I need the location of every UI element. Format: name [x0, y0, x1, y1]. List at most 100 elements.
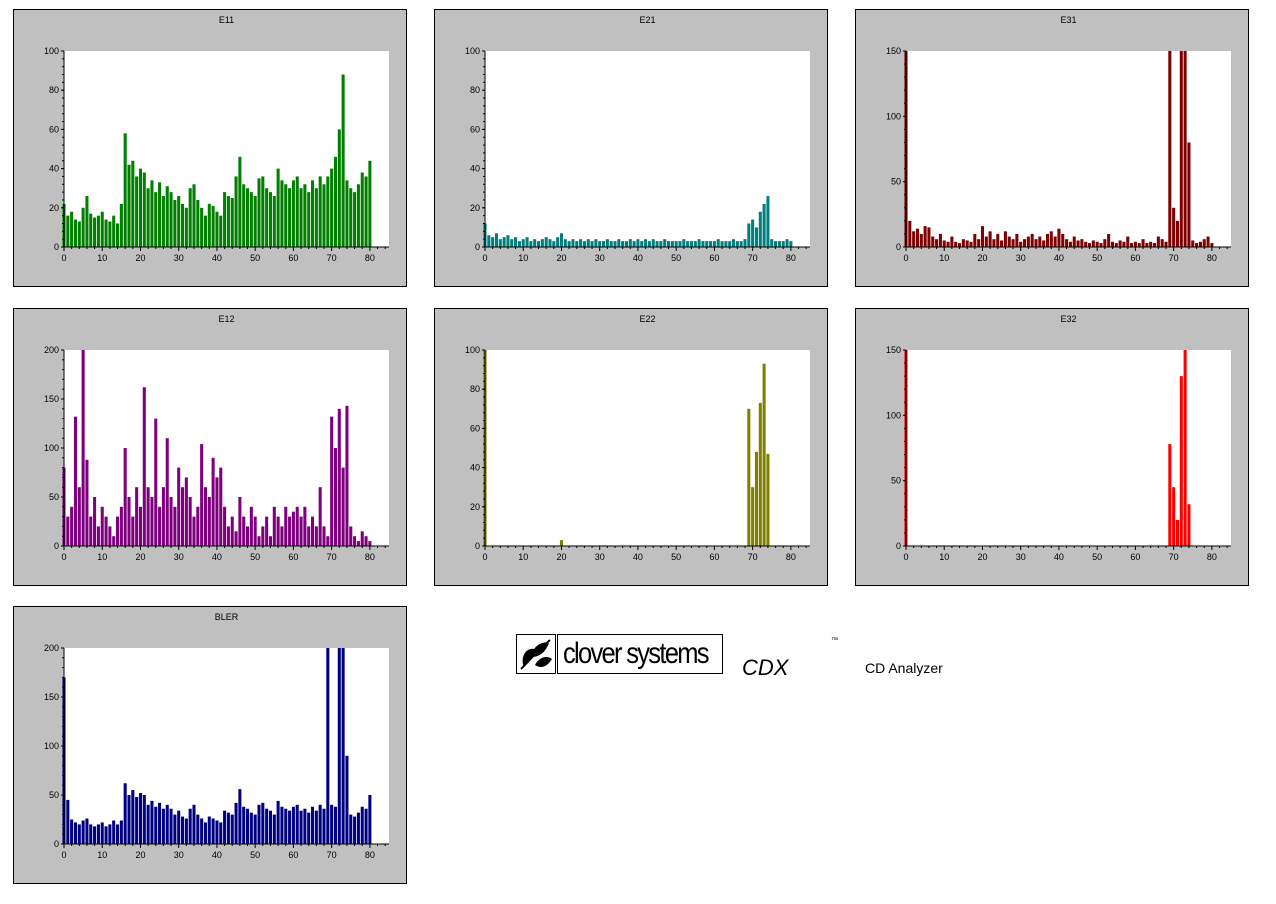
bar-e11	[349, 188, 353, 247]
bar-e31	[1061, 233, 1065, 247]
chart-panel-e32: E32 0 10 20 30 40 50 60 70 80 0 50 100 150	[855, 308, 1249, 586]
chart-e32: E32 0 10 20 30 40 50 60 70 80 0 50 100 150	[886, 314, 1231, 562]
bar-e21	[682, 239, 686, 247]
bar-bler	[207, 816, 211, 844]
bar-e12	[253, 516, 257, 546]
bar-e11	[138, 168, 142, 247]
plot-area	[906, 350, 1231, 546]
bar-e11	[246, 188, 250, 247]
bar-e11	[116, 223, 120, 247]
bar-e11	[200, 207, 204, 247]
x-tick-label: 10	[97, 850, 107, 860]
bar-bler	[280, 806, 284, 844]
x-tick-label: 50	[250, 253, 260, 263]
bar-e31	[1038, 236, 1042, 247]
bar-e11	[161, 196, 165, 247]
bar-e21	[667, 241, 671, 247]
bar-e21	[705, 241, 709, 247]
bar-e12	[265, 516, 269, 546]
bar-bler	[181, 816, 185, 844]
bar-e21	[533, 239, 537, 247]
bar-e12	[303, 506, 307, 546]
chart-panel-e22: E22 0 10 20 30 40 50 60 70 80 0 20 40 60 80 100	[434, 308, 828, 586]
bar-e21	[579, 239, 583, 247]
bar-e21	[644, 239, 648, 247]
bar-e12	[284, 506, 288, 546]
bar-e21	[781, 241, 785, 247]
bar-e11	[81, 207, 85, 247]
bar-e11	[341, 74, 345, 248]
bar-e31	[1019, 241, 1023, 247]
x-tick-label: 10	[518, 552, 528, 562]
bar-e31	[958, 243, 962, 247]
y-tick-label: 100	[465, 46, 480, 56]
bar-e21	[590, 241, 594, 247]
chart-title-e11: E11	[219, 15, 234, 25]
bar-e32	[1168, 444, 1172, 546]
bar-e21	[624, 241, 628, 247]
bar-e12	[196, 506, 200, 546]
bar-e21	[598, 241, 602, 247]
bar-e11	[104, 219, 108, 247]
bar-e21	[537, 241, 541, 247]
x-tick-label: 10	[939, 552, 949, 562]
bar-bler	[154, 806, 158, 844]
bar-e31	[938, 233, 942, 247]
bar-e11	[307, 192, 311, 247]
y-tick-label: 200	[44, 643, 59, 653]
bar-e11	[112, 215, 116, 247]
bar-e12	[268, 536, 272, 546]
chart-panel-e21: E21 0 10 20 30 40 50 60 70 80 0 20 40 60 80 100	[434, 9, 828, 287]
bar-e21	[720, 241, 724, 247]
bar-e12	[326, 536, 330, 546]
bar-e11	[276, 168, 280, 247]
y-tick-label: 0	[54, 541, 59, 551]
y-tick-label: 80	[49, 85, 59, 95]
chart-title-e22: E22	[639, 314, 655, 324]
x-tick-label: 80	[365, 552, 375, 562]
bar-e31	[1088, 243, 1092, 247]
bar-e31	[1003, 231, 1007, 247]
bar-e11	[360, 172, 364, 247]
bar-e11	[333, 156, 337, 247]
bar-e11	[291, 180, 295, 247]
y-tick-label: 60	[470, 124, 480, 134]
bar-e21	[754, 227, 758, 247]
bar-bler	[211, 818, 215, 844]
bar-e22	[766, 453, 770, 546]
bar-bler	[196, 814, 200, 844]
y-tick-label: 0	[896, 242, 901, 252]
x-tick-label: 20	[977, 552, 987, 562]
bar-e31	[977, 239, 981, 247]
bar-bler	[127, 795, 131, 844]
bar-e11	[261, 176, 265, 247]
bar-bler	[81, 820, 85, 844]
y-tick-label: 0	[475, 541, 480, 551]
bar-e21	[774, 241, 778, 247]
bar-e11	[165, 186, 169, 247]
chart-panel-e31: E31 0 10 20 30 40 50 60 70 80 0 50 100 150	[855, 9, 1249, 287]
bar-bler	[345, 755, 349, 844]
bar-e11	[242, 184, 246, 247]
bar-bler	[288, 810, 292, 844]
bar-e31	[1095, 241, 1099, 247]
bar-e31	[1091, 240, 1095, 247]
x-tick-label: 0	[61, 850, 66, 860]
bar-e11	[219, 215, 223, 247]
bar-e12	[158, 506, 162, 546]
bar-e11	[234, 176, 238, 247]
bar-bler	[112, 820, 116, 844]
bar-e21	[552, 241, 556, 247]
bar-e12	[66, 516, 70, 546]
bar-e31	[1168, 51, 1172, 247]
bar-e12	[360, 531, 364, 546]
bar-e21	[487, 235, 491, 247]
bar-e12	[311, 516, 315, 546]
bar-e31	[927, 227, 931, 247]
x-tick-label: 40	[212, 552, 222, 562]
bar-e11	[100, 211, 104, 247]
bar-e21	[521, 239, 525, 247]
bar-bler	[265, 808, 269, 844]
bar-e31	[996, 233, 1000, 247]
chart-title-e32: E32	[1060, 314, 1076, 324]
